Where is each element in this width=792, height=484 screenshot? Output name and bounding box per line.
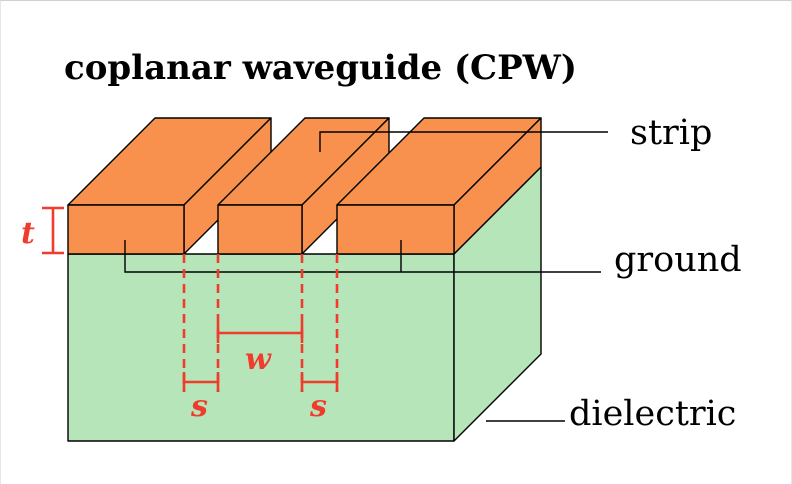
strip-label: strip [630, 113, 712, 153]
ground-label: ground [614, 240, 742, 280]
gap-right-label: s [309, 389, 327, 424]
gap-left-label: s [190, 389, 208, 424]
ground-left-front [67, 204, 185, 255]
ground-conductor-right [336, 117, 542, 255]
diagram-title: coplanar waveguide (CPW) [64, 48, 577, 88]
leader-lines [124, 131, 608, 422]
strip-front [217, 204, 303, 255]
thickness-label: t [21, 216, 35, 251]
strip-leader [319, 131, 608, 152]
dielectric-label: dielectric [569, 394, 736, 434]
ground-leader [124, 240, 601, 273]
ground-right-front [336, 204, 455, 255]
dimension-markers [42, 206, 339, 392]
dielectric-substrate [67, 166, 542, 442]
width-label: w [245, 342, 272, 377]
